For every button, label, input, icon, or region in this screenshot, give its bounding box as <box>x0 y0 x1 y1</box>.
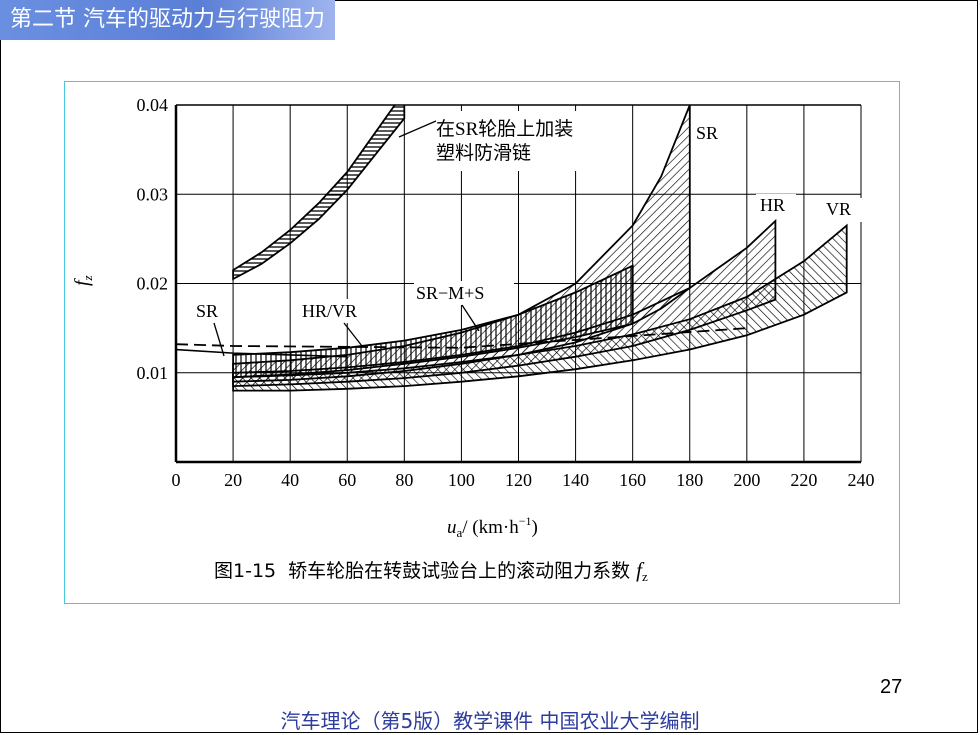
chain-annotation-line2: 塑料防滑链 <box>436 142 531 164</box>
vr-label: VR <box>826 199 851 219</box>
hr-vr-bg <box>300 299 380 323</box>
x-tick-label-20: 20 <box>224 470 242 490</box>
sr-left-bg <box>192 299 232 323</box>
sr-ms-leader <box>461 304 480 332</box>
sr-ms-bg <box>414 281 514 305</box>
chain-leader <box>398 120 437 138</box>
y-axis-label: fz <box>71 275 95 286</box>
x-tick-label-0: 0 <box>172 470 181 490</box>
x-tick-label-220: 220 <box>790 470 817 490</box>
hr-label: HR <box>760 195 785 215</box>
chain-label-bg <box>434 111 624 171</box>
chart-axes <box>174 104 861 464</box>
footer-credit: 汽车理论（第5版）教学课件 中国农业大学编制 <box>280 709 700 733</box>
y-tick-label-0.04: 0.04 <box>137 95 169 115</box>
x-tick-label-180: 180 <box>676 470 703 490</box>
hr-bg <box>756 194 796 218</box>
x-tick-label-120: 120 <box>505 470 532 490</box>
y-tick-label-0.03: 0.03 <box>137 184 169 204</box>
x-axis-label: ua/ (km·h−1) <box>447 514 538 540</box>
x-tick-label-40: 40 <box>281 470 299 490</box>
x-tick-label-80: 80 <box>395 470 413 490</box>
x-tick-label-60: 60 <box>338 470 356 490</box>
band-4 <box>232 223 848 392</box>
page-number: 27 <box>880 676 903 698</box>
figure-caption: 图1-15 轿车轮胎在转鼓试验台上的滚动阻力系数 fz <box>214 558 648 584</box>
y-tick-label-0.02: 0.02 <box>137 274 169 294</box>
sr-left-label: SR <box>196 301 218 321</box>
sr-top-label: SR <box>696 123 718 143</box>
rolling-resistance-chart: 0 20 40 60 80 100 120 140 160 180 200 220 240 0.01 0.0… <box>71 95 875 584</box>
sr-top-bg <box>692 119 736 145</box>
sr-ms-label: SR−M+S <box>416 283 484 303</box>
chain-annotation-line1: 在SR轮胎上加装 <box>436 118 573 140</box>
x-tick-label-240: 240 <box>848 470 875 490</box>
band-5 <box>232 264 634 379</box>
y-tick-label-0.01: 0.01 <box>137 363 169 383</box>
section-title: 第二节 汽车的驱动力与行驶阻力 <box>0 0 335 40</box>
vr-bg <box>822 198 862 222</box>
x-tick-label-100: 100 <box>448 470 475 490</box>
x-tick-label-160: 160 <box>619 470 646 490</box>
sr-left-line <box>176 348 348 358</box>
dashed-reference-line <box>176 327 747 349</box>
hr-vr-label: HR/VR <box>302 301 357 321</box>
hr-vr-leader <box>343 322 363 347</box>
chart-bands <box>176 105 848 392</box>
band-1 <box>232 105 406 281</box>
x-tick-label-200: 200 <box>733 470 760 490</box>
chart-ticks: 0 20 40 60 80 100 120 140 160 180 200 220 240 0.01 0.0… <box>137 95 875 490</box>
sr-left-leader <box>213 322 225 357</box>
x-tick-label-140: 140 <box>562 470 589 490</box>
